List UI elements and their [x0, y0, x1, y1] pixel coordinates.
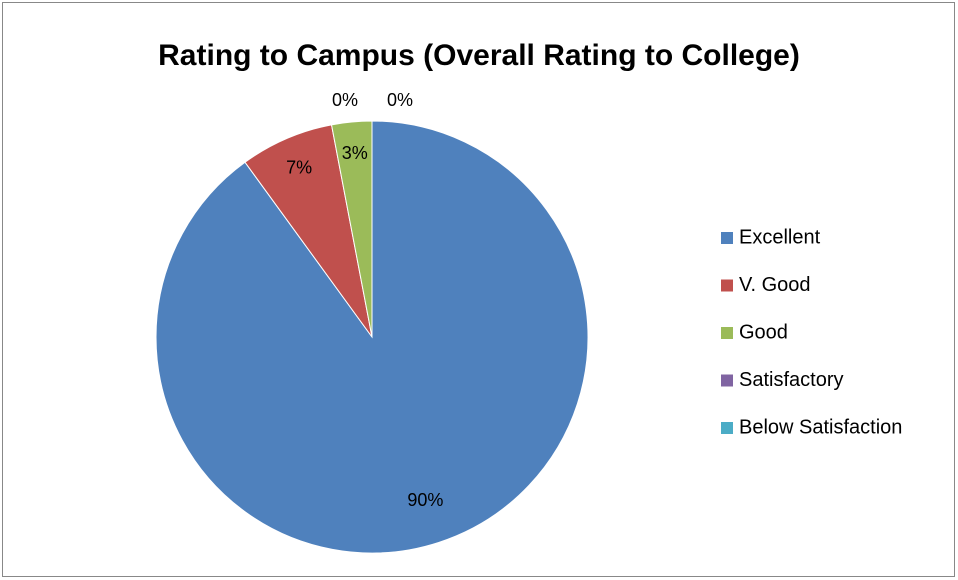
data-label: 7% [286, 157, 312, 177]
legend-swatch [721, 327, 733, 339]
legend-label: V. Good [739, 274, 811, 296]
data-label: 3% [342, 143, 368, 163]
legend-label: Below Satisfaction [739, 416, 902, 438]
data-label: 90% [407, 490, 443, 510]
data-label: 0% [332, 90, 358, 110]
data-label: 0% [387, 90, 413, 110]
legend-label: Good [739, 321, 788, 343]
legend-label: Satisfactory [739, 369, 843, 391]
legend-swatch [721, 232, 733, 244]
legend-swatch [721, 279, 733, 292]
legend-label: Excellent [739, 226, 821, 248]
chart-title: Rating to Campus (Overall Rating to Coll… [158, 39, 800, 72]
legend-swatch [721, 374, 733, 387]
legend-swatch [721, 422, 733, 434]
